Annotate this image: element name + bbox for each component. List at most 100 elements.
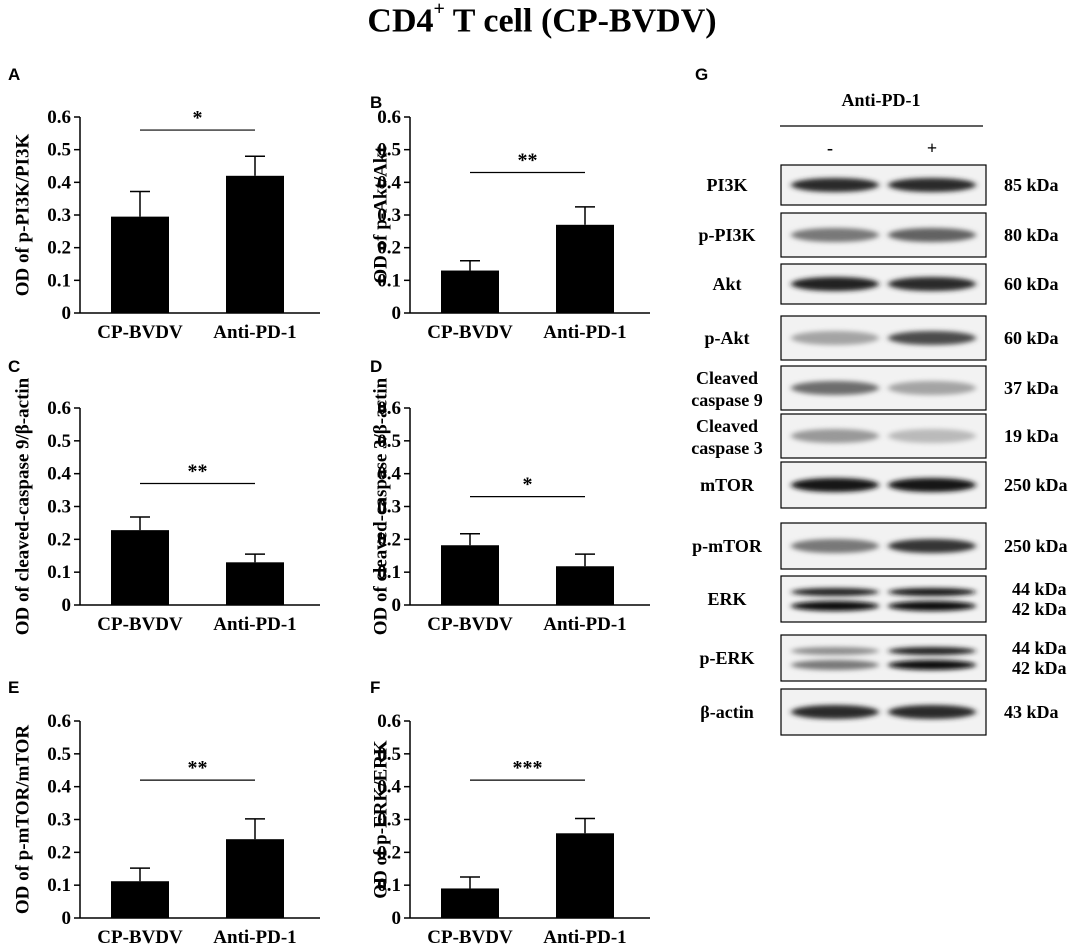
blot-band (888, 331, 976, 345)
protein-label: β-actin (700, 702, 753, 722)
y-tick-label: 0.6 (47, 398, 71, 419)
y-tick-label: 0.5 (377, 744, 401, 765)
blot-band (888, 178, 976, 192)
blot-row: p-Akt 60 kDa (704, 315, 1059, 361)
panel-d: D 0 0.1 0.2 0.3 0.4 0.5 0.6OD of cleaved-caspas… (370, 357, 650, 635)
y-tick-label: 0.4 (377, 464, 401, 485)
blot-band (888, 381, 976, 395)
significance-marker: ** (188, 757, 208, 779)
protein-label: p-Akt (704, 328, 749, 348)
panel-f: F 0 0.1 0.2 0.3 0.4 0.5 0.6 OD of p-ERK/ERK CP-BV… (370, 678, 650, 948)
protein-label: Akt (712, 274, 741, 294)
y-tick-label: 0.4 (377, 172, 401, 193)
panel-letter: F (370, 678, 380, 697)
figure-title: CD4+ T cell (CP-BVDV) (0, 0, 1084, 40)
blot-box (780, 575, 987, 623)
bar (556, 224, 614, 313)
protein-label: p-PI3K (698, 225, 755, 245)
kda-label: 85 kDa (1004, 175, 1059, 195)
blot-band-upper (791, 647, 879, 655)
blot-band-lower (888, 601, 976, 611)
y-tick-label: 0.1 (377, 562, 401, 583)
panel-letter: C (8, 357, 20, 376)
blot-row: mTOR 250 kDa (700, 461, 1068, 509)
kda-label: 60 kDa (1004, 328, 1059, 348)
kda-label: 80 kDa (1004, 225, 1059, 245)
blot-band (791, 478, 879, 492)
blot-band-upper (888, 647, 976, 655)
y-tick-label: 0 (62, 303, 72, 324)
y-tick-label: 0.5 (47, 140, 71, 161)
blot-band (791, 429, 879, 443)
bar (556, 833, 614, 918)
bar (441, 545, 499, 605)
title-main: CD4 (367, 2, 434, 40)
protein-label: PI3K (706, 175, 747, 195)
y-tick-label: 0.4 (377, 777, 401, 798)
blot-band (791, 228, 879, 242)
y-tick-label: 0.2 (377, 238, 401, 259)
y-tick-label: 0.5 (377, 140, 401, 161)
y-tick-label: 0.1 (377, 875, 401, 896)
y-tick-label: 0.1 (47, 562, 71, 583)
blot-header: Anti-PD-1 (842, 90, 921, 110)
blot-band (791, 705, 879, 719)
y-tick-label: 0.3 (377, 810, 401, 831)
y-tick-label: 0.2 (377, 842, 401, 863)
title-rest: T cell (CP-BVDV) (444, 2, 717, 40)
blot-band (888, 705, 976, 719)
blot-band (791, 381, 879, 395)
blot-band-upper (791, 588, 879, 596)
bar (226, 175, 284, 313)
blot-row: β-actin 43 kDa (700, 688, 1059, 736)
y-tick-label: 0.3 (47, 205, 71, 226)
y-tick-label: 0 (392, 908, 402, 929)
blot-band (791, 178, 879, 192)
blot-band (888, 277, 976, 291)
y-axis-label: OD of cleaved-caspase 9/β-actin (12, 377, 33, 635)
y-tick-label: 0.6 (377, 398, 401, 419)
protein-label: p-mTOR (692, 536, 763, 556)
significance-marker: * (193, 107, 203, 129)
panel-letter: D (370, 357, 382, 376)
category-label: CP-BVDV (427, 322, 513, 343)
y-tick-label: 0 (392, 595, 402, 616)
y-tick-label: 0.6 (47, 711, 71, 732)
y-axis-label: OD of p-Akt/Akt (370, 146, 391, 284)
blot-band (791, 539, 879, 553)
blot-band (888, 478, 976, 492)
blot-row: Akt 60 kDa (712, 263, 1059, 305)
bar (226, 562, 284, 605)
protein-label-line2: caspase 9 (691, 390, 763, 410)
kda-label-lower: 42 kDa (1012, 658, 1067, 678)
y-tick-label: 0.2 (47, 238, 71, 259)
blot-row: p-PI3K 80 kDa (698, 212, 1059, 258)
category-label: Anti-PD-1 (543, 927, 626, 948)
panel-letter: E (8, 678, 19, 697)
bar (441, 888, 499, 918)
kda-label: 37 kDa (1004, 378, 1059, 398)
panel-letter: G (695, 65, 708, 84)
bar (111, 216, 169, 313)
category-label: Anti-PD-1 (213, 322, 296, 343)
y-tick-label: 0.6 (47, 107, 71, 128)
y-tick-label: 0.4 (47, 172, 71, 193)
lane-minus-label: - (827, 138, 833, 158)
significance-marker: ** (518, 150, 538, 172)
kda-label: 43 kDa (1004, 702, 1059, 722)
y-tick-label: 0.6 (377, 107, 401, 128)
protein-label-line1: Cleaved (696, 368, 758, 388)
y-tick-label: 0.1 (377, 270, 401, 291)
y-axis-label: OD of cleaved-caspase 3/β-actin (370, 377, 391, 635)
panel-a: A 0 0.1 0.2 0.3 0.4 0.5 0.6 OD of p-PI3K/PI3K CP-… (8, 65, 320, 343)
kda-label: 250 kDa (1004, 475, 1068, 495)
blot-band-upper (888, 588, 976, 596)
blot-band (791, 277, 879, 291)
bar (556, 566, 614, 605)
bar (226, 839, 284, 918)
category-label: CP-BVDV (97, 322, 183, 343)
title-superscript: + (433, 0, 445, 20)
